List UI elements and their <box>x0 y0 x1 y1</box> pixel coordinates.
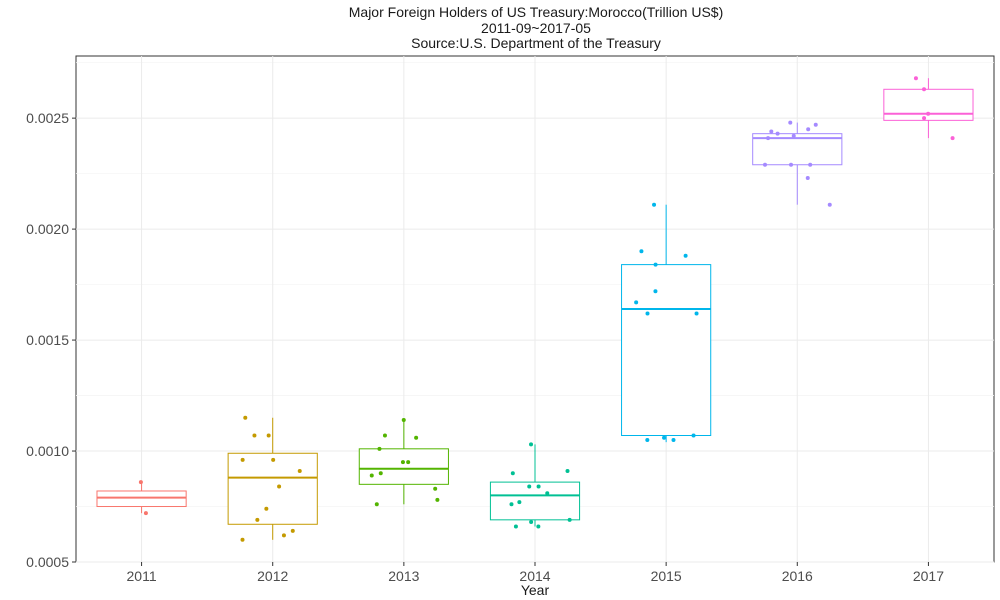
data-point-2017 <box>922 87 927 92</box>
data-point-2011 <box>138 480 143 485</box>
data-point-2013 <box>433 486 438 491</box>
jitter-points <box>138 76 955 542</box>
box-iqr <box>227 452 318 525</box>
data-point-2013 <box>401 417 406 422</box>
data-point-2015 <box>639 249 644 254</box>
data-point-2014 <box>567 517 572 522</box>
y-axis: 0.0005 0.0010 0.0015 0.0020 0.0025 <box>26 110 76 570</box>
data-point-2015 <box>645 311 650 316</box>
data-point-2012 <box>252 433 257 438</box>
data-point-2014 <box>509 502 514 507</box>
data-point-2014 <box>565 469 570 474</box>
data-point-2016 <box>791 133 796 138</box>
box-2013 <box>358 419 449 505</box>
chart-title: Major Foreign Holders of US Treasury:Mor… <box>349 4 723 20</box>
data-point-2014 <box>513 524 518 529</box>
data-point-2013 <box>406 460 411 465</box>
data-point-2012 <box>240 537 245 542</box>
data-point-2016 <box>805 176 810 181</box>
data-point-2012 <box>277 484 282 489</box>
data-point-2015 <box>645 437 650 442</box>
box-iqr <box>883 88 974 121</box>
y-tick-label: 0.0025 <box>26 110 69 126</box>
data-point-2012 <box>264 506 269 511</box>
box-2014 <box>489 444 581 527</box>
x-axis: 2011 2012 2013 2014 2015 2016 2017 <box>127 562 944 584</box>
data-point-2017 <box>926 111 931 116</box>
data-point-2012 <box>297 469 302 474</box>
x-tick-label: 2015 <box>651 568 682 584</box>
data-point-2016 <box>827 202 832 207</box>
data-point-2016 <box>775 131 780 136</box>
box-iqr <box>96 490 187 508</box>
data-point-2017 <box>950 136 955 141</box>
data-point-2013 <box>378 471 383 476</box>
data-point-2013 <box>377 446 382 451</box>
data-point-2014 <box>527 484 532 489</box>
box-iqr <box>358 448 449 485</box>
box-iqr <box>621 264 712 437</box>
data-point-2013 <box>382 433 387 438</box>
data-point-2015 <box>634 300 639 305</box>
data-point-2015 <box>652 202 657 207</box>
x-axis-title: Year <box>521 582 550 598</box>
data-point-2015 <box>671 437 676 442</box>
data-point-2013 <box>369 473 374 478</box>
data-point-2017 <box>913 76 918 81</box>
data-point-2016 <box>788 120 793 125</box>
data-point-2012 <box>266 433 271 438</box>
data-point-2016 <box>806 127 811 132</box>
x-tick-label: 2013 <box>388 568 419 584</box>
data-point-2012 <box>240 457 245 462</box>
data-point-2014 <box>517 500 522 505</box>
y-tick-label: 0.0005 <box>26 554 69 570</box>
data-point-2017 <box>922 116 927 121</box>
data-point-2012 <box>290 528 295 533</box>
x-tick-label: 2011 <box>127 568 157 584</box>
box-iqr <box>489 481 581 521</box>
data-point-2015 <box>653 262 658 267</box>
data-point-2016 <box>766 136 771 141</box>
data-point-2013 <box>400 460 405 465</box>
data-point-2012 <box>281 533 286 538</box>
box-2015 <box>621 204 712 443</box>
data-point-2014 <box>536 484 541 489</box>
data-point-2014 <box>529 520 534 525</box>
data-point-2015 <box>662 435 667 440</box>
data-point-2015 <box>653 289 658 294</box>
plot-panel <box>75 55 995 563</box>
y-tick-label: 0.0015 <box>26 332 69 348</box>
x-tick-label: 2012 <box>257 568 288 584</box>
data-point-2014 <box>536 524 541 529</box>
data-point-2011 <box>143 511 148 516</box>
data-point-2015 <box>691 433 696 438</box>
x-tick-label: 2017 <box>913 568 944 584</box>
y-tick-label: 0.0020 <box>26 221 69 237</box>
data-point-2016 <box>808 162 813 167</box>
data-point-2013 <box>374 502 379 507</box>
data-point-2016 <box>769 129 774 134</box>
data-point-2012 <box>243 415 248 420</box>
y-tick-label: 0.0010 <box>26 443 69 459</box>
x-tick-label: 2014 <box>519 568 550 584</box>
data-point-2016 <box>763 162 768 167</box>
data-point-2014 <box>545 491 550 496</box>
data-point-2012 <box>255 517 260 522</box>
data-point-2016 <box>813 122 818 127</box>
data-point-2013 <box>435 497 440 502</box>
box-2012 <box>227 417 318 540</box>
x-tick-label: 2016 <box>782 568 813 584</box>
chart-source: Source:U.S. Department of the Treasury <box>411 35 661 51</box>
data-point-2015 <box>683 253 688 258</box>
data-point-2014 <box>529 442 534 447</box>
data-point-2015 <box>694 311 699 316</box>
boxes <box>96 78 974 540</box>
data-point-2016 <box>789 162 794 167</box>
data-point-2014 <box>510 471 515 476</box>
chart-subtitle: 2011-09~2017-05 <box>481 20 591 36</box>
data-point-2012 <box>271 457 276 462</box>
data-point-2013 <box>414 435 419 440</box>
